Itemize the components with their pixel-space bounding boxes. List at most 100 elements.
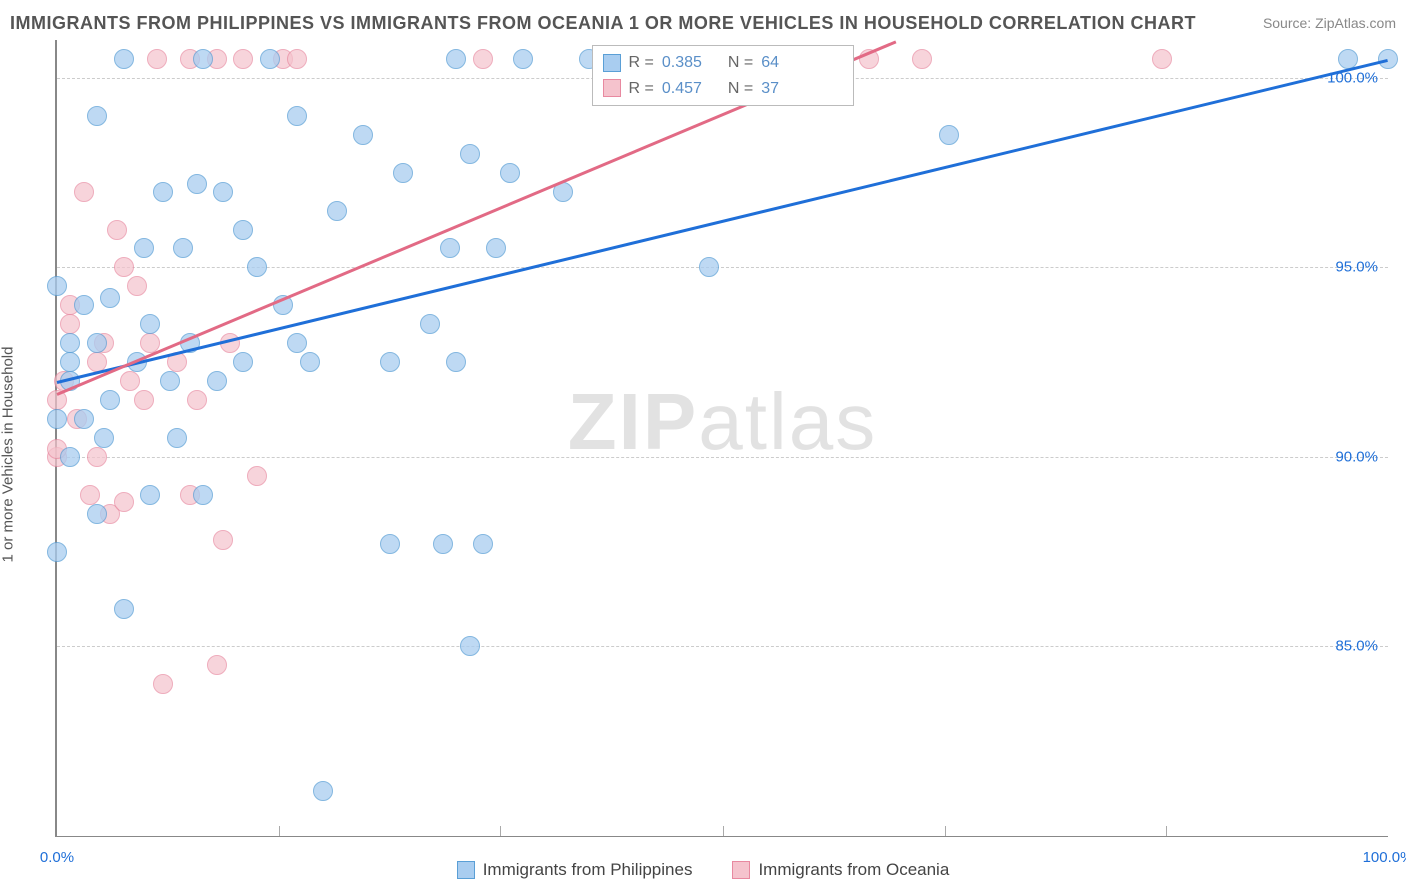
data-point: [260, 49, 280, 69]
data-point: [233, 49, 253, 69]
data-point: [114, 49, 134, 69]
data-point: [313, 781, 333, 801]
stats-n-value-1: 37: [761, 76, 779, 102]
legend-bottom: Immigrants from Philippines Immigrants f…: [0, 860, 1406, 880]
data-point: [187, 174, 207, 194]
data-point: [213, 530, 233, 550]
stats-row-series-0: R = 0.385 N = 64: [603, 50, 843, 76]
data-point: [87, 106, 107, 126]
data-point: [247, 257, 267, 277]
stats-legend-box: R = 0.385 N = 64 R = 0.457 N = 37: [592, 45, 854, 106]
data-point: [380, 534, 400, 554]
data-point: [213, 182, 233, 202]
data-point: [233, 220, 253, 240]
data-point: [460, 144, 480, 164]
data-point: [120, 371, 140, 391]
legend-label-0: Immigrants from Philippines: [483, 860, 693, 880]
data-point: [193, 485, 213, 505]
data-point: [60, 314, 80, 334]
data-point: [440, 238, 460, 258]
data-point: [94, 428, 114, 448]
legend-label-1: Immigrants from Oceania: [758, 860, 949, 880]
data-point: [74, 409, 94, 429]
data-point: [699, 257, 719, 277]
stats-r-label: R =: [629, 76, 654, 102]
data-point: [60, 352, 80, 372]
data-point: [100, 288, 120, 308]
x-minor-tick: [945, 826, 946, 836]
gridline-h: [57, 457, 1388, 458]
data-point: [47, 542, 67, 562]
data-point: [134, 238, 154, 258]
data-point: [380, 352, 400, 372]
y-tick-label: 85.0%: [1333, 638, 1380, 655]
data-point: [287, 333, 307, 353]
data-point: [160, 371, 180, 391]
data-point: [87, 333, 107, 353]
data-point: [153, 674, 173, 694]
data-point: [473, 49, 493, 69]
data-point: [173, 238, 193, 258]
data-point: [1152, 49, 1172, 69]
data-point: [233, 352, 253, 372]
data-point: [446, 49, 466, 69]
data-point: [193, 49, 213, 69]
chart-header: IMMIGRANTS FROM PHILIPPINES VS IMMIGRANT…: [10, 8, 1396, 38]
data-point: [207, 371, 227, 391]
data-point: [207, 655, 227, 675]
stats-n-label: N =: [728, 50, 753, 76]
data-point: [939, 125, 959, 145]
data-point: [486, 238, 506, 258]
plot-surface: 85.0%90.0%95.0%100.0%0.0%100.0%: [57, 40, 1388, 836]
stats-n-label: N =: [728, 76, 753, 102]
data-point: [473, 534, 493, 554]
data-point: [167, 428, 187, 448]
stats-n-value-0: 64: [761, 50, 779, 76]
data-point: [287, 106, 307, 126]
data-point: [60, 333, 80, 353]
data-point: [74, 182, 94, 202]
y-axis-label: 1 or more Vehicles in Household: [0, 347, 17, 563]
data-point: [420, 314, 440, 334]
data-point: [140, 485, 160, 505]
data-point: [1378, 49, 1398, 69]
data-point: [147, 49, 167, 69]
data-point: [247, 466, 267, 486]
legend-item-1: Immigrants from Oceania: [732, 860, 949, 880]
data-point: [287, 49, 307, 69]
data-point: [134, 390, 154, 410]
data-point: [327, 201, 347, 221]
data-point: [500, 163, 520, 183]
data-point: [47, 276, 67, 296]
data-point: [912, 49, 932, 69]
gridline-h: [57, 646, 1388, 647]
stats-r-label: R =: [629, 50, 654, 76]
trend-line: [57, 59, 1389, 384]
data-point: [187, 390, 207, 410]
data-point: [153, 182, 173, 202]
data-point: [127, 276, 147, 296]
data-point: [446, 352, 466, 372]
x-minor-tick: [1166, 826, 1167, 836]
y-tick-label: 95.0%: [1333, 259, 1380, 276]
data-point: [114, 492, 134, 512]
data-point: [513, 49, 533, 69]
data-point: [300, 352, 320, 372]
stats-r-value-1: 0.457: [662, 76, 702, 102]
x-minor-tick: [723, 826, 724, 836]
data-point: [74, 295, 94, 315]
data-point: [87, 447, 107, 467]
x-minor-tick: [500, 826, 501, 836]
data-point: [47, 409, 67, 429]
chart-title: IMMIGRANTS FROM PHILIPPINES VS IMMIGRANT…: [10, 13, 1196, 34]
data-point: [114, 599, 134, 619]
data-point: [60, 447, 80, 467]
legend-swatch-0: [457, 861, 475, 879]
data-point: [353, 125, 373, 145]
swatch-series-1: [603, 79, 621, 97]
data-point: [80, 485, 100, 505]
swatch-series-0: [603, 54, 621, 72]
legend-item-0: Immigrants from Philippines: [457, 860, 693, 880]
x-minor-tick: [279, 826, 280, 836]
source-label: Source: ZipAtlas.com: [1263, 15, 1396, 31]
